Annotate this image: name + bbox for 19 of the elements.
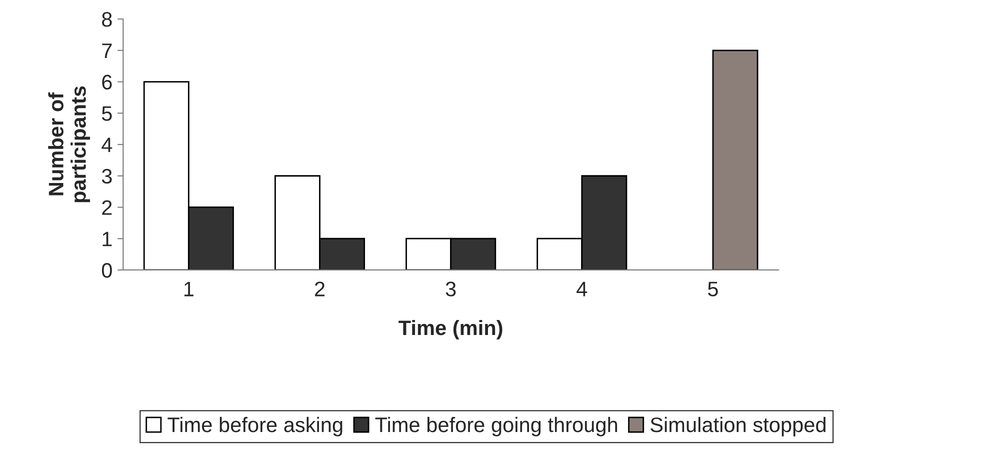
x-tick-label: 4 — [576, 282, 588, 296]
y-tick-label: 1 — [102, 232, 112, 246]
y-tick-label: 8 — [102, 12, 112, 27]
y-tick-label: 4 — [102, 138, 112, 152]
y-tick-label: 0 — [102, 262, 112, 278]
legend-label: Simulation stopped — [650, 416, 826, 436]
x-tick-label: 5 — [708, 282, 718, 296]
x-tick-label: 3 — [446, 282, 456, 296]
x-axis-title: Time (min) — [398, 320, 502, 340]
x-tick-label: 2 — [315, 282, 324, 296]
y-tick-label: 6 — [102, 74, 112, 90]
y-tick-label: 3 — [102, 168, 112, 184]
y-tick-label: 5 — [102, 106, 112, 121]
legend-label: Time before asking — [168, 416, 342, 436]
y-axis-title: Number of participants — [48, 86, 90, 202]
y-tick-label: 2 — [102, 200, 112, 215]
y-tick-label: 7 — [102, 44, 112, 58]
x-tick-label: 1 — [184, 282, 194, 296]
legend-label: Time before going through — [375, 416, 618, 436]
